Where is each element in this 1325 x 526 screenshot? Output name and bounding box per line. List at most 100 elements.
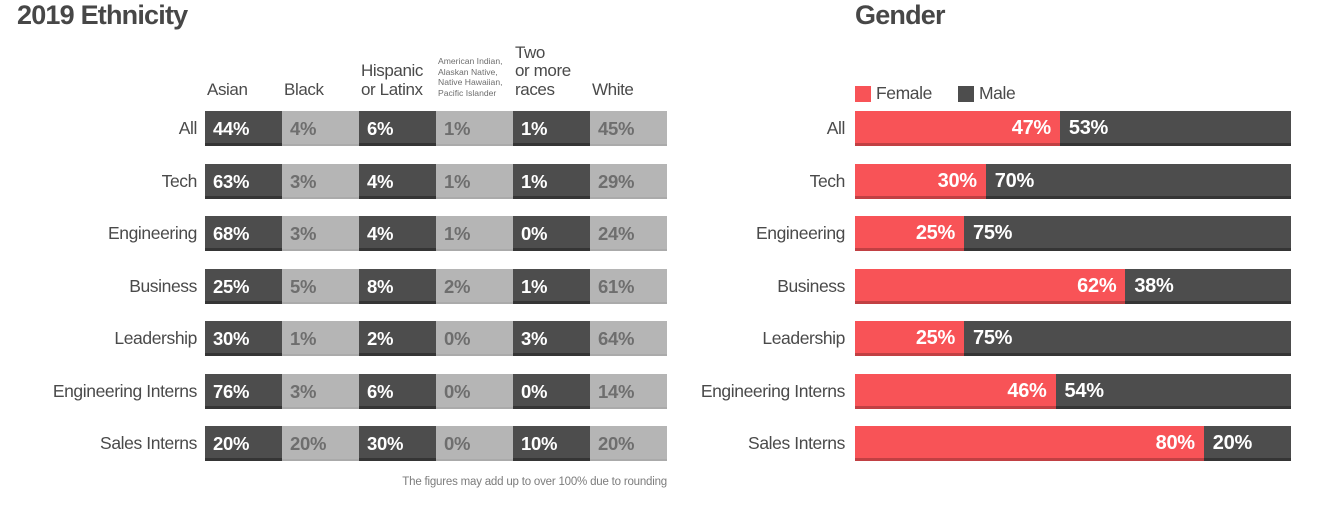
ethnicity-cell: 68% xyxy=(205,216,282,251)
gender-title: Gender xyxy=(855,0,946,30)
column-header-asian: Asian xyxy=(207,79,248,99)
male-value: 54% xyxy=(1064,379,1104,402)
ethnicity-row-business: Business 25% 5% 8% 2% 1% 61% xyxy=(0,268,667,304)
ethnicity-cell: 2% xyxy=(436,268,513,304)
gender-row-engineering: Engineering 25% 75% xyxy=(695,216,1291,251)
ethnicity-cell: 4% xyxy=(282,111,359,146)
stacked-bar: 25% 75% xyxy=(855,321,1291,356)
ethnicity-cell: 5% xyxy=(282,268,359,304)
ethnicity-row-sales-interns: Sales Interns 20% 20% 30% 0% 10% 20% xyxy=(0,426,667,461)
female-bar-segment: 62% xyxy=(855,268,1126,304)
male-bar-segment: 75% xyxy=(964,216,1291,251)
ethnicity-cell: 0% xyxy=(436,321,513,356)
rounding-footnote: The figures may add up to over 100% due … xyxy=(402,476,667,488)
ethnicity-cell: 24% xyxy=(590,216,667,251)
row-label: Sales Interns xyxy=(100,433,197,453)
ethnicity-cell: 63% xyxy=(205,163,282,199)
row-label: Tech xyxy=(161,170,198,191)
male-value: 70% xyxy=(994,169,1034,192)
row-label: Business xyxy=(777,275,845,296)
female-value: 46% xyxy=(1007,379,1047,402)
ethnicity-cell: 76% xyxy=(205,373,282,409)
ethnicity-cell: 1% xyxy=(436,163,513,199)
ethnicity-row-all: All 44% 4% 6% 1% 1% 45% xyxy=(0,111,667,146)
ethnicity-row-engineering-interns: Engineering Interns 76% 3% 6% 0% 0% 14% xyxy=(0,373,667,409)
row-label: Engineering xyxy=(755,223,845,243)
female-bar-segment: 80% xyxy=(855,426,1204,461)
row-label: Leadership xyxy=(114,328,197,348)
ethnicity-cell: 2% xyxy=(359,321,436,356)
female-bar-segment: 47% xyxy=(855,111,1060,146)
male-bar-segment: 54% xyxy=(1055,373,1291,409)
gender-row-leadership: Leadership 25% 75% xyxy=(695,321,1291,356)
stacked-bar: 62% 38% xyxy=(855,268,1291,304)
male-bar-segment: 53% xyxy=(1059,111,1291,146)
ethnicity-cell: 8% xyxy=(359,268,436,304)
column-header-indigenous: American Indian, Alaskan Native, Native … xyxy=(438,56,503,98)
male-bar-segment: 20% xyxy=(1203,426,1291,461)
female-value: 25% xyxy=(915,222,955,244)
gender-row-business: Business 62% 38% xyxy=(695,268,1291,304)
ethnicity-table: All 44% 4% 6% 1% 1% 45% Tech 63% 3% 4% 1… xyxy=(0,111,667,461)
ethnicity-cell: 3% xyxy=(282,373,359,409)
male-bar-segment: 38% xyxy=(1125,268,1291,304)
row-label: Business xyxy=(129,275,197,296)
ethnicity-cell: 44% xyxy=(205,111,282,146)
stacked-bar: 46% 54% xyxy=(855,373,1291,409)
ethnicity-cell: 0% xyxy=(436,373,513,409)
row-label: Engineering xyxy=(107,223,197,243)
ethnicity-cell: 1% xyxy=(513,111,590,146)
ethnicity-cell: 3% xyxy=(282,163,359,199)
female-swatch-icon xyxy=(855,85,871,102)
ethnicity-cell: 1% xyxy=(436,216,513,251)
male-value: 38% xyxy=(1134,274,1174,297)
ethnicity-cell: 20% xyxy=(205,426,282,461)
ethnicity-cell: 30% xyxy=(359,426,436,461)
male-value: 75% xyxy=(973,327,1013,349)
female-value: 25% xyxy=(915,327,955,349)
ethnicity-cell: 45% xyxy=(590,111,667,146)
row-label: Engineering Interns xyxy=(52,380,198,401)
stacked-bar: 47% 53% xyxy=(855,111,1291,146)
ethnicity-title: 2019 Ethnicity xyxy=(17,0,188,30)
legend-item-male: Male xyxy=(957,83,1016,104)
row-label: All xyxy=(826,118,846,138)
row-label: Engineering Interns xyxy=(700,380,846,401)
ethnicity-cell: 4% xyxy=(359,163,436,199)
ethnicity-cell: 10% xyxy=(513,426,590,461)
ethnicity-cell: 1% xyxy=(513,268,590,304)
ethnicity-cell: 0% xyxy=(513,216,590,251)
row-label: All xyxy=(178,118,198,138)
ethnicity-cell: 3% xyxy=(282,216,359,251)
row-label: Leadership xyxy=(762,328,845,348)
column-header-hispanic-latinx: Hispanic or Latinx xyxy=(361,61,423,99)
ethnicity-cell: 0% xyxy=(436,426,513,461)
female-value: 30% xyxy=(937,169,977,192)
ethnicity-row-engineering: Engineering 68% 3% 4% 1% 0% 24% xyxy=(0,216,667,251)
ethnicity-cell: 1% xyxy=(282,321,359,356)
row-label: Tech xyxy=(809,170,846,191)
male-bar-segment: 70% xyxy=(985,163,1291,199)
female-value: 80% xyxy=(1155,432,1195,454)
ethnicity-row-tech: Tech 63% 3% 4% 1% 1% 29% xyxy=(0,163,667,199)
male-value: 53% xyxy=(1068,117,1109,139)
ethnicity-cell: 14% xyxy=(590,373,667,409)
gender-legend: Female Male xyxy=(855,83,1016,104)
ethnicity-cell: 64% xyxy=(590,321,667,356)
ethnicity-cell: 25% xyxy=(205,268,282,304)
gender-chart: All 47% 53% Tech 30% 70% Engineering 25%… xyxy=(695,111,1291,461)
ethnicity-cell: 6% xyxy=(359,111,436,146)
ethnicity-cell: 29% xyxy=(590,163,667,199)
ethnicity-column-headers: Asian Black Hispanic or Latinx American … xyxy=(205,38,667,103)
legend-label: Male xyxy=(978,83,1016,103)
gender-row-engineering-interns: Engineering Interns 46% 54% xyxy=(695,373,1291,409)
column-header-white: White xyxy=(592,79,634,99)
male-value: 75% xyxy=(973,222,1013,244)
ethnicity-cell: 3% xyxy=(513,321,590,356)
male-bar-segment: 75% xyxy=(964,321,1291,356)
female-bar-segment: 25% xyxy=(855,321,964,356)
female-bar-segment: 30% xyxy=(855,163,986,199)
stacked-bar: 80% 20% xyxy=(855,426,1291,461)
female-bar-segment: 25% xyxy=(855,216,964,251)
